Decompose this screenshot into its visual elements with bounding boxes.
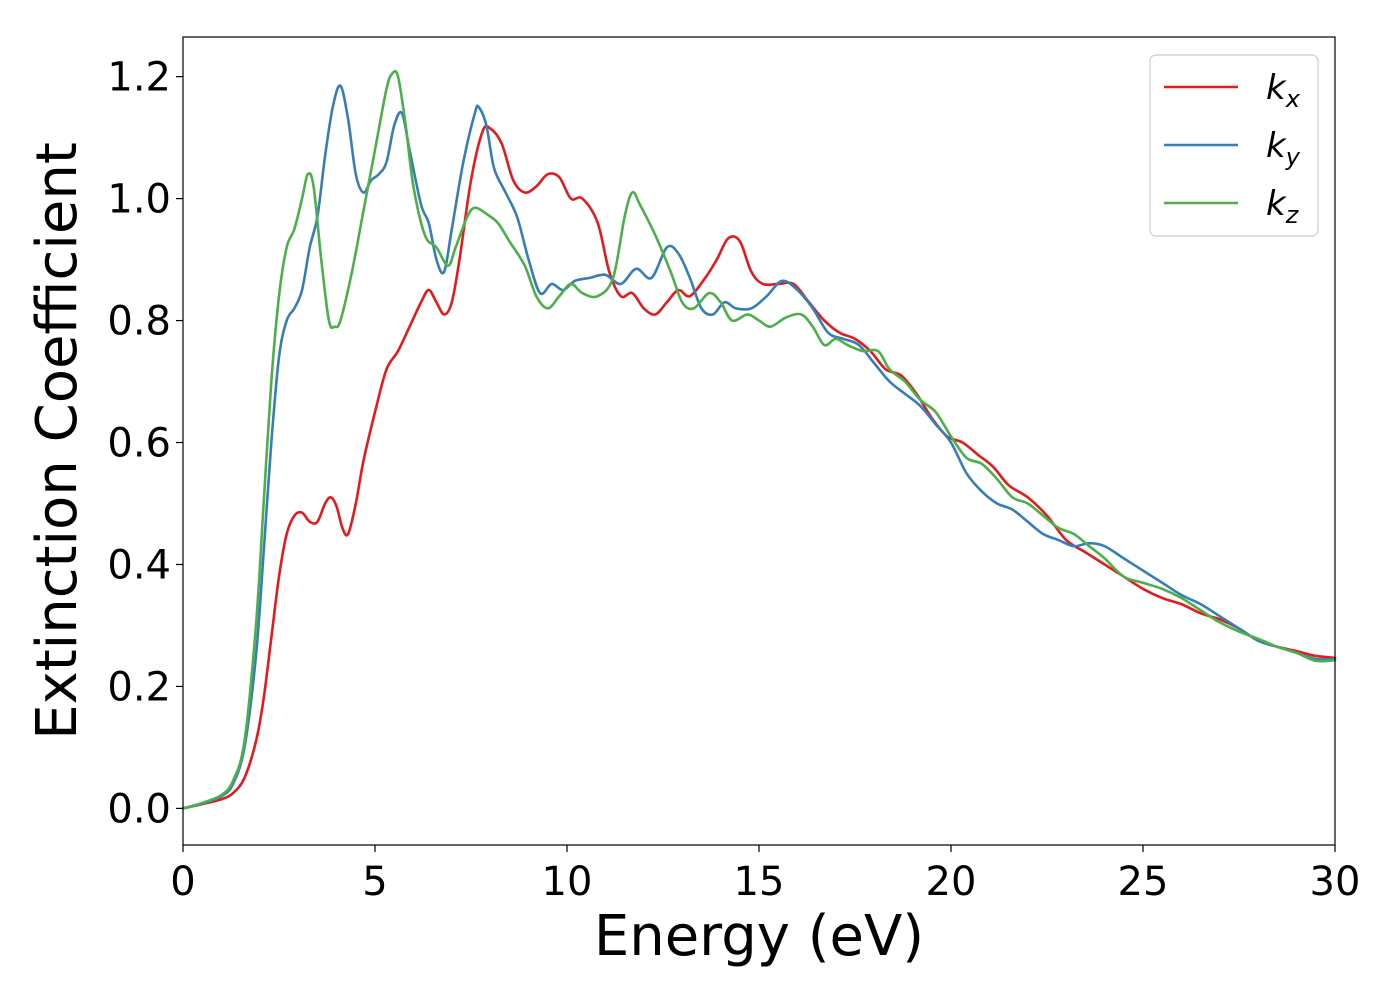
series-line-x xyxy=(181,124,1337,810)
y-tick-label: 0.8 xyxy=(107,299,171,345)
x-tick-label: 5 xyxy=(362,859,387,905)
legend-label-x: kx xyxy=(1266,68,1301,113)
y-tick-label: 0.4 xyxy=(107,542,171,588)
x-tick-label: 10 xyxy=(542,859,593,905)
legend-label-z: kz xyxy=(1266,184,1300,229)
x-tick-label: 15 xyxy=(734,859,785,905)
x-axis-ticks: 0 5 10 15 20 25 30 xyxy=(170,845,1360,905)
y-axis-label: Extinction Coefficient xyxy=(25,142,90,740)
y-tick-label: 0.0 xyxy=(107,786,171,832)
x-tick-label: 25 xyxy=(1118,859,1169,905)
y-tick-label: 1.0 xyxy=(107,177,171,223)
y-tick-label: 0.2 xyxy=(107,664,171,710)
y-tick-label: 0.6 xyxy=(107,421,171,467)
y-axis-ticks: 0.0 0.2 0.4 0.6 0.8 1.0 1.2 xyxy=(107,55,183,832)
y-tick-label: 1.2 xyxy=(107,55,171,101)
legend-label-y: ky xyxy=(1266,126,1301,171)
x-tick-label: 0 xyxy=(170,859,195,905)
series-line-z xyxy=(181,69,1337,810)
x-tick-label: 30 xyxy=(1310,859,1361,905)
legend: kx ky kz xyxy=(1149,54,1319,237)
series-layer xyxy=(181,69,1337,810)
x-axis-label: Energy (eV) xyxy=(594,904,924,969)
x-tick-label: 20 xyxy=(926,859,977,905)
